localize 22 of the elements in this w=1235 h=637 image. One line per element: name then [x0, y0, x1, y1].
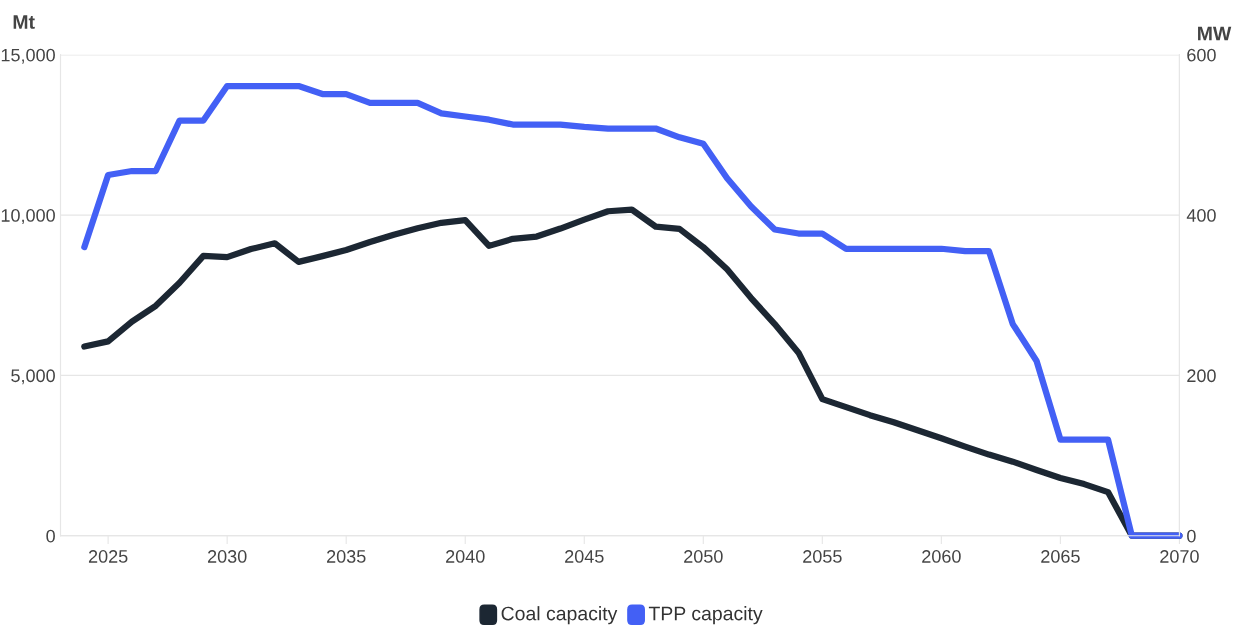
y-tick-label: 15,000 — [1, 48, 55, 64]
y2-axis-title: MW — [1198, 26, 1232, 41]
y2-tick-label: 0 — [1187, 529, 1196, 543]
y2-tick-label: 200 — [1187, 369, 1216, 383]
legend-label: Coal capacity — [501, 606, 618, 625]
y-tick-label: 10,000 — [1, 209, 55, 224]
x-tick-label: 2070 — [1160, 550, 1199, 563]
x-tick-label: 2045 — [565, 550, 604, 563]
x-tick-label: 2055 — [803, 550, 842, 563]
y-tick-label: 5,000 — [11, 369, 55, 385]
x-tick-label: 2030 — [207, 550, 247, 563]
x-tick-label: 2040 — [446, 550, 485, 563]
x-tick-label: 2065 — [1041, 550, 1080, 563]
y-axis-title: Mt — [13, 15, 35, 29]
x-tick-label: 2025 — [88, 550, 128, 563]
x-tick-label: 2035 — [327, 550, 366, 563]
y2-tick-label: 600 — [1187, 48, 1216, 62]
y2-tick-label: 400 — [1186, 209, 1216, 222]
y-tick-label: 0 — [46, 529, 55, 543]
legend-label: TPP capacity — [648, 606, 763, 625]
x-tick-label: 2050 — [684, 550, 723, 563]
x-tick-label: 2060 — [922, 550, 961, 563]
